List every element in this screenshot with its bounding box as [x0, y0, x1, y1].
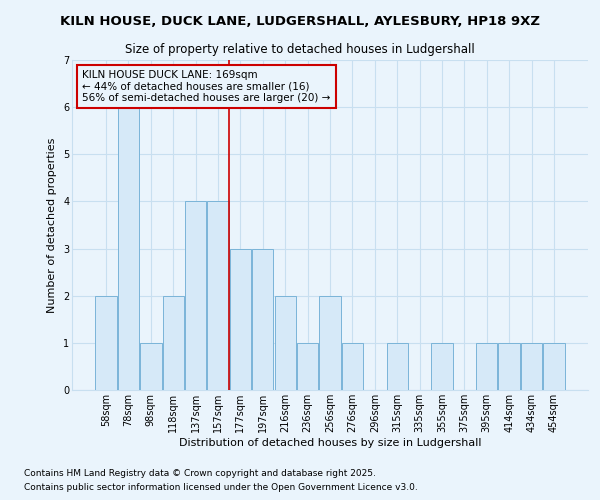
Bar [342, 343, 363, 390]
Bar [140, 343, 161, 390]
Text: KILN HOUSE, DUCK LANE, LUDGERSHALL, AYLESBURY, HP18 9XZ: KILN HOUSE, DUCK LANE, LUDGERSHALL, AYLE… [60, 15, 540, 28]
Bar [297, 343, 318, 390]
Y-axis label: Number of detached properties: Number of detached properties [47, 138, 58, 312]
Bar [252, 248, 274, 390]
Bar [499, 343, 520, 390]
Bar [476, 343, 497, 390]
Text: KILN HOUSE DUCK LANE: 169sqm
← 44% of detached houses are smaller (16)
56% of se: KILN HOUSE DUCK LANE: 169sqm ← 44% of de… [82, 70, 331, 103]
X-axis label: Distribution of detached houses by size in Ludgershall: Distribution of detached houses by size … [179, 438, 481, 448]
Bar [543, 343, 565, 390]
Text: Contains HM Land Registry data © Crown copyright and database right 2025.: Contains HM Land Registry data © Crown c… [24, 468, 376, 477]
Bar [230, 248, 251, 390]
Bar [319, 296, 341, 390]
Bar [386, 343, 408, 390]
Text: Size of property relative to detached houses in Ludgershall: Size of property relative to detached ho… [125, 42, 475, 56]
Bar [118, 107, 139, 390]
Bar [521, 343, 542, 390]
Bar [163, 296, 184, 390]
Bar [208, 202, 229, 390]
Bar [275, 296, 296, 390]
Bar [185, 202, 206, 390]
Bar [431, 343, 452, 390]
Bar [95, 296, 117, 390]
Text: Contains public sector information licensed under the Open Government Licence v3: Contains public sector information licen… [24, 484, 418, 492]
